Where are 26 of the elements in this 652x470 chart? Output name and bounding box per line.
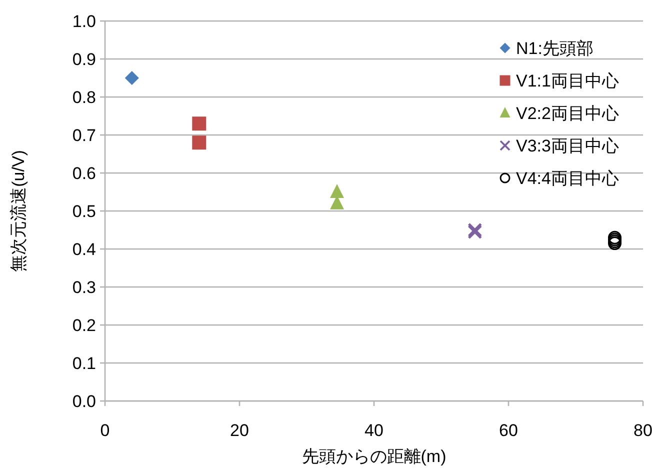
point bbox=[192, 136, 206, 150]
y-tick-label: 0.6 bbox=[72, 164, 96, 183]
legend-label: V1:1両目中心 bbox=[516, 72, 619, 90]
x-axis-title: 先頭からの距離(m) bbox=[302, 447, 446, 466]
x-tick-label: 0 bbox=[100, 421, 110, 440]
legend-label: V4:4両目中心 bbox=[516, 169, 619, 188]
point bbox=[330, 184, 344, 198]
x-tick-label: 60 bbox=[499, 421, 518, 440]
y-tick-label: 0.2 bbox=[72, 316, 96, 335]
y-tick-label: 0.0 bbox=[72, 392, 96, 411]
y-tick-label: 0.3 bbox=[72, 278, 96, 297]
legend-label: N1:先頭部 bbox=[516, 39, 594, 58]
y-tick-label: 0.8 bbox=[72, 88, 96, 107]
y-tick-label: 0.5 bbox=[72, 202, 96, 221]
y-axis-title: 無次元流速(u/V) bbox=[9, 150, 28, 272]
legend-label: V3:3両目中心 bbox=[516, 136, 619, 156]
point bbox=[192, 116, 206, 131]
x-tick-label: 40 bbox=[364, 421, 384, 440]
y-tick-label: 0.4 bbox=[72, 240, 96, 259]
y-tick-label: 0.7 bbox=[72, 126, 96, 145]
y-tick-label: 0.9 bbox=[72, 50, 96, 69]
x-tick-label: 20 bbox=[230, 421, 249, 440]
x-tick-label: 80 bbox=[634, 421, 652, 440]
y-tick-label: 1.0 bbox=[72, 12, 96, 31]
legend-label: V2:2両目中心 bbox=[516, 104, 619, 123]
y-tick-label: 0.1 bbox=[72, 354, 96, 373]
